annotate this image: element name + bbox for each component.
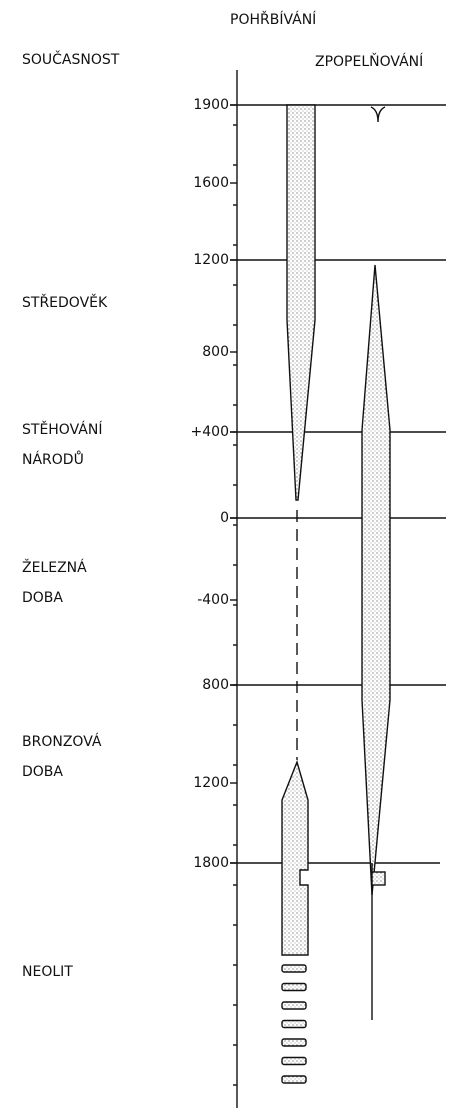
tick-label: 1600 bbox=[193, 175, 229, 191]
tick-label: 1200 bbox=[193, 775, 229, 791]
era-label: ŽELEZNÁ bbox=[22, 558, 87, 576]
burial-shape bbox=[281, 104, 316, 1084]
tick-label: 1200 bbox=[193, 252, 229, 268]
era-label: STŘEDOVĚK bbox=[22, 294, 108, 311]
column-header: POHŘBÍVÁNÍ bbox=[230, 11, 316, 28]
era-label: SOUČASNOST bbox=[22, 50, 120, 68]
tick-label: 1800 bbox=[193, 855, 229, 871]
block bbox=[281, 1075, 307, 1084]
block bbox=[281, 1056, 307, 1066]
tick-label: +400 bbox=[191, 424, 229, 440]
era-label: NEOLIT bbox=[22, 964, 73, 980]
block bbox=[281, 1019, 307, 1029]
tick-label: -400 bbox=[197, 592, 229, 608]
tick-label: 800 bbox=[202, 344, 229, 360]
era-label: DOBA bbox=[22, 764, 63, 780]
tick-label: 0 bbox=[220, 510, 229, 526]
era-label: BRONZOVÁ bbox=[22, 733, 102, 750]
axes bbox=[230, 70, 446, 1108]
era-label: NÁRODŮ bbox=[22, 450, 84, 468]
cremation-shape bbox=[361, 106, 391, 1020]
block bbox=[281, 964, 307, 973]
era-label: DOBA bbox=[22, 590, 63, 606]
block bbox=[281, 1038, 307, 1047]
column-header: ZPOPELŇOVÁNÍ bbox=[315, 53, 423, 70]
block bbox=[281, 1001, 307, 1010]
era-label: STĚHOVÁNÍ bbox=[22, 421, 102, 438]
block bbox=[281, 982, 307, 992]
tick-label: 1900 bbox=[193, 97, 229, 113]
tick-label: 800 bbox=[202, 677, 229, 693]
